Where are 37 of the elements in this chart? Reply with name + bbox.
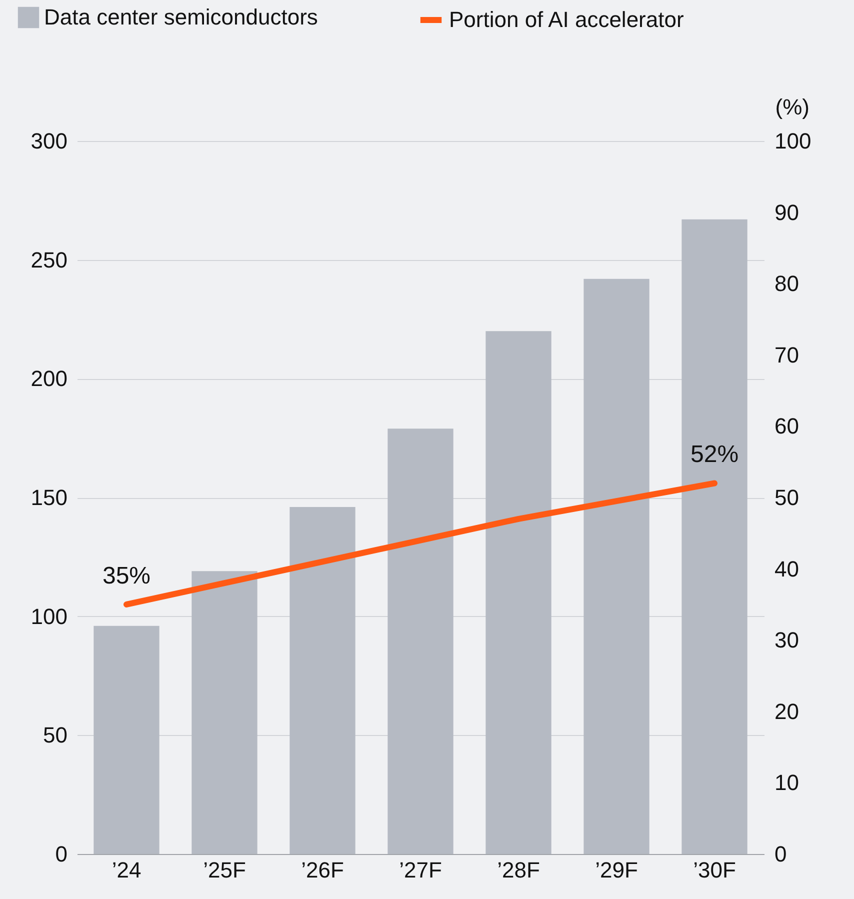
y2-tick-label: 50 [774,485,799,510]
legend-label: Data center semiconductors [44,4,318,30]
y2-axis-title: (%) [775,94,810,120]
x-tick-label: ’29F [595,858,638,882]
bar [388,428,454,854]
y-tick-label: 0 [55,842,68,866]
bar [486,331,552,854]
data-label: 35% [102,562,151,590]
y-tick-label: 300 [30,128,68,154]
y-tick-label: 100 [30,604,68,629]
y-tick-label: 250 [30,247,68,272]
y2-tick-label: 70 [774,342,799,368]
y-tick-label: 50 [43,722,68,748]
y2-tick-label: 100 [774,128,812,154]
x-tick-label: ’24 [112,858,142,882]
bar [192,571,258,854]
data-label: 52% [690,441,739,468]
y-tick-label: 150 [30,485,68,510]
bar [290,507,356,854]
x-tick-label: ’28F [497,858,540,882]
x-tick-label: ’25F [203,858,246,882]
y2-tick-label: 90 [774,200,799,225]
y2-tick-label: 20 [774,698,799,724]
x-tick-label: ’30F [693,858,736,882]
bar [584,278,650,854]
legend-label: Portion of AI accelerator [449,7,684,32]
y2-tick-label: 40 [774,556,799,582]
bar [94,626,160,854]
bar [682,219,748,854]
y2-tick-label: 60 [774,414,799,439]
x-tick-label: ’26F [301,858,344,882]
y2-tick-label: 30 [774,628,799,653]
y2-tick-label: 10 [774,770,799,796]
y-tick-label: 200 [30,366,68,392]
y2-tick-label: 0 [774,842,787,866]
x-tick-label: ’27F [399,858,442,882]
y2-tick-label: 80 [774,271,799,296]
